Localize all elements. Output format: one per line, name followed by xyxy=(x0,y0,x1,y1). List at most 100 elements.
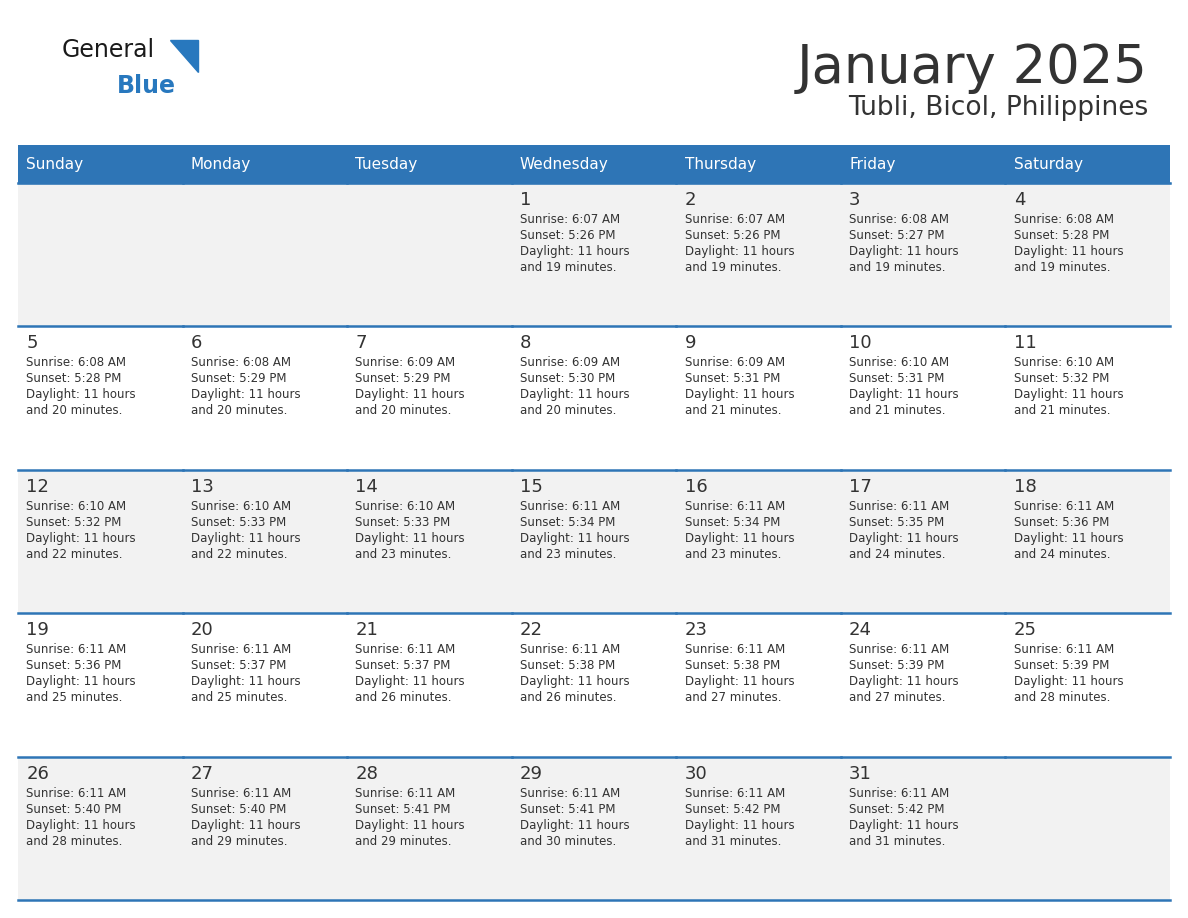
Text: Sunset: 5:27 PM: Sunset: 5:27 PM xyxy=(849,229,944,242)
Text: Daylight: 11 hours: Daylight: 11 hours xyxy=(684,819,794,832)
Text: Sunset: 5:26 PM: Sunset: 5:26 PM xyxy=(684,229,781,242)
Text: Sunset: 5:33 PM: Sunset: 5:33 PM xyxy=(191,516,286,529)
Text: Sunset: 5:34 PM: Sunset: 5:34 PM xyxy=(520,516,615,529)
Text: and 23 minutes.: and 23 minutes. xyxy=(355,548,451,561)
Text: General: General xyxy=(62,38,156,62)
Bar xyxy=(347,145,512,183)
Bar xyxy=(841,756,1005,900)
Text: Sunrise: 6:11 AM: Sunrise: 6:11 AM xyxy=(355,644,456,656)
Bar xyxy=(347,327,512,470)
Bar xyxy=(18,756,183,900)
Text: Sunrise: 6:11 AM: Sunrise: 6:11 AM xyxy=(520,499,620,513)
Bar xyxy=(18,327,183,470)
Text: Daylight: 11 hours: Daylight: 11 hours xyxy=(26,819,135,832)
Text: 24: 24 xyxy=(849,621,872,639)
Text: Sunrise: 6:11 AM: Sunrise: 6:11 AM xyxy=(355,787,456,800)
Text: Daylight: 11 hours: Daylight: 11 hours xyxy=(849,245,959,258)
Text: 9: 9 xyxy=(684,334,696,353)
Text: and 26 minutes.: and 26 minutes. xyxy=(355,691,451,704)
Bar xyxy=(676,613,841,756)
Text: Daylight: 11 hours: Daylight: 11 hours xyxy=(520,532,630,544)
Text: Sunset: 5:32 PM: Sunset: 5:32 PM xyxy=(1013,373,1110,386)
Text: Sunrise: 6:11 AM: Sunrise: 6:11 AM xyxy=(520,644,620,656)
Text: Sunset: 5:40 PM: Sunset: 5:40 PM xyxy=(191,802,286,815)
Text: Sunset: 5:28 PM: Sunset: 5:28 PM xyxy=(26,373,121,386)
Text: and 26 minutes.: and 26 minutes. xyxy=(520,691,617,704)
Text: Sunrise: 6:11 AM: Sunrise: 6:11 AM xyxy=(684,499,785,513)
Text: 23: 23 xyxy=(684,621,708,639)
Text: 28: 28 xyxy=(355,765,378,783)
Text: Sunset: 5:39 PM: Sunset: 5:39 PM xyxy=(1013,659,1110,672)
Text: Daylight: 11 hours: Daylight: 11 hours xyxy=(520,245,630,258)
Text: Sunset: 5:36 PM: Sunset: 5:36 PM xyxy=(26,659,121,672)
Text: Daylight: 11 hours: Daylight: 11 hours xyxy=(1013,388,1124,401)
Text: Sunday: Sunday xyxy=(26,156,83,172)
Text: Sunrise: 6:08 AM: Sunrise: 6:08 AM xyxy=(191,356,291,369)
Bar xyxy=(1005,470,1170,613)
Text: 12: 12 xyxy=(26,477,49,496)
Bar xyxy=(841,613,1005,756)
Text: Wednesday: Wednesday xyxy=(520,156,608,172)
Text: Sunrise: 6:10 AM: Sunrise: 6:10 AM xyxy=(26,499,126,513)
Text: 11: 11 xyxy=(1013,334,1036,353)
Text: Sunset: 5:29 PM: Sunset: 5:29 PM xyxy=(191,373,286,386)
Bar xyxy=(676,183,841,327)
Text: 16: 16 xyxy=(684,477,707,496)
Text: Sunset: 5:32 PM: Sunset: 5:32 PM xyxy=(26,516,121,529)
Text: Daylight: 11 hours: Daylight: 11 hours xyxy=(684,676,794,688)
Bar xyxy=(1005,613,1170,756)
Text: and 21 minutes.: and 21 minutes. xyxy=(684,405,781,418)
Bar xyxy=(183,756,347,900)
Text: and 25 minutes.: and 25 minutes. xyxy=(191,691,287,704)
Text: Sunset: 5:37 PM: Sunset: 5:37 PM xyxy=(355,659,450,672)
Bar xyxy=(183,327,347,470)
Text: Sunset: 5:33 PM: Sunset: 5:33 PM xyxy=(355,516,450,529)
Bar xyxy=(676,470,841,613)
Text: and 28 minutes.: and 28 minutes. xyxy=(26,834,122,847)
Bar xyxy=(512,756,676,900)
Text: and 29 minutes.: and 29 minutes. xyxy=(355,834,451,847)
Text: 17: 17 xyxy=(849,477,872,496)
Text: and 19 minutes.: and 19 minutes. xyxy=(520,261,617,274)
Text: Sunset: 5:41 PM: Sunset: 5:41 PM xyxy=(355,802,451,815)
Text: Sunrise: 6:11 AM: Sunrise: 6:11 AM xyxy=(849,787,949,800)
Bar xyxy=(841,327,1005,470)
Text: Daylight: 11 hours: Daylight: 11 hours xyxy=(684,245,794,258)
Text: Sunset: 5:42 PM: Sunset: 5:42 PM xyxy=(849,802,944,815)
Text: and 24 minutes.: and 24 minutes. xyxy=(1013,548,1110,561)
Text: and 19 minutes.: and 19 minutes. xyxy=(684,261,781,274)
Text: Daylight: 11 hours: Daylight: 11 hours xyxy=(849,819,959,832)
Text: Sunrise: 6:08 AM: Sunrise: 6:08 AM xyxy=(849,213,949,226)
Text: Saturday: Saturday xyxy=(1013,156,1082,172)
Text: Friday: Friday xyxy=(849,156,896,172)
Bar xyxy=(512,470,676,613)
Text: and 19 minutes.: and 19 minutes. xyxy=(1013,261,1110,274)
Text: 2: 2 xyxy=(684,191,696,209)
Text: Sunrise: 6:11 AM: Sunrise: 6:11 AM xyxy=(520,787,620,800)
Text: Sunrise: 6:10 AM: Sunrise: 6:10 AM xyxy=(191,499,291,513)
Text: 14: 14 xyxy=(355,477,378,496)
Text: and 20 minutes.: and 20 minutes. xyxy=(355,405,451,418)
Text: Sunset: 5:36 PM: Sunset: 5:36 PM xyxy=(1013,516,1110,529)
Text: Daylight: 11 hours: Daylight: 11 hours xyxy=(191,676,301,688)
Text: Sunset: 5:30 PM: Sunset: 5:30 PM xyxy=(520,373,615,386)
Text: Sunrise: 6:11 AM: Sunrise: 6:11 AM xyxy=(191,644,291,656)
Text: and 28 minutes.: and 28 minutes. xyxy=(1013,691,1110,704)
Bar xyxy=(183,183,347,327)
Text: Sunset: 5:37 PM: Sunset: 5:37 PM xyxy=(191,659,286,672)
Text: Sunset: 5:29 PM: Sunset: 5:29 PM xyxy=(355,373,451,386)
Text: and 25 minutes.: and 25 minutes. xyxy=(26,691,122,704)
Text: 6: 6 xyxy=(191,334,202,353)
Text: Sunset: 5:31 PM: Sunset: 5:31 PM xyxy=(684,373,779,386)
Bar xyxy=(512,613,676,756)
Text: Thursday: Thursday xyxy=(684,156,756,172)
Text: and 31 minutes.: and 31 minutes. xyxy=(684,834,781,847)
Bar xyxy=(183,470,347,613)
Bar xyxy=(841,183,1005,327)
Text: Daylight: 11 hours: Daylight: 11 hours xyxy=(520,388,630,401)
Bar xyxy=(512,145,676,183)
Text: Daylight: 11 hours: Daylight: 11 hours xyxy=(684,388,794,401)
Bar xyxy=(347,470,512,613)
Text: Daylight: 11 hours: Daylight: 11 hours xyxy=(1013,532,1124,544)
Text: 31: 31 xyxy=(849,765,872,783)
